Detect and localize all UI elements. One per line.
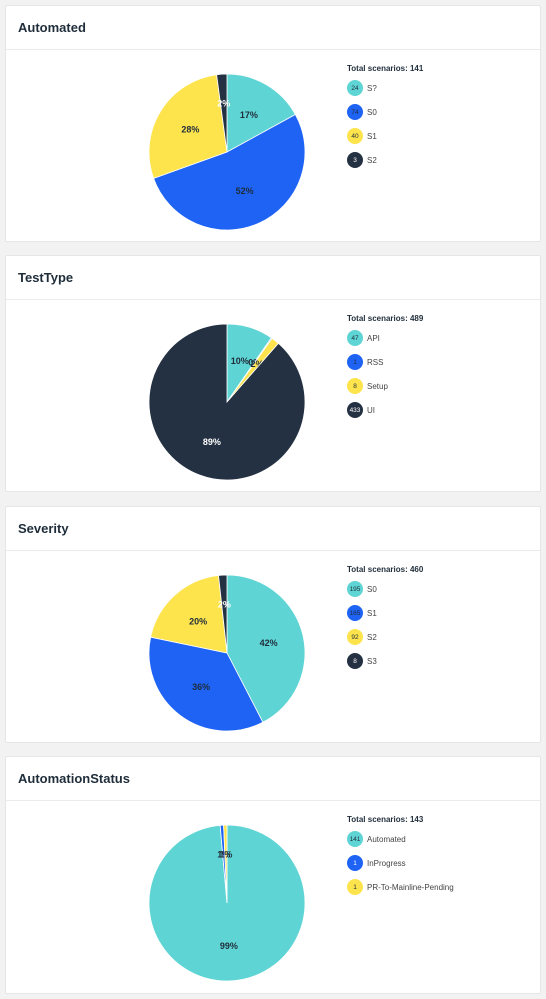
legend: Total scenarios: 141 24 S? 74 S0 40 S1 3… (347, 64, 423, 176)
legend-total: Total scenarios: 141 (347, 64, 424, 73)
chart-card-automationstatus: AutomationStatus 99% 1% 1% Total scenarios… (5, 756, 541, 994)
legend-label: S1 (367, 131, 377, 141)
legend-label: S2 (367, 155, 377, 165)
count-badge: 24 (347, 80, 363, 96)
slice-percent-label: 2% (217, 99, 230, 109)
pie-chart[interactable]: 10%0%2%89% (147, 322, 307, 482)
count-badge: 74 (347, 104, 363, 120)
legend-label: S0 (367, 584, 377, 594)
legend-item[interactable]: 141 Automated (347, 831, 454, 847)
count-badge: 141 (347, 831, 363, 847)
count-badge: 3 (347, 152, 363, 168)
card-header: Severity (6, 507, 540, 551)
pie-slice-s0[interactable] (226, 574, 306, 723)
legend-item[interactable]: 92 S2 (347, 629, 423, 645)
legend: Total scenarios: 460 195 S0 165 S1 92 S2… (347, 565, 423, 677)
legend-item[interactable]: 1 RSS (347, 354, 423, 370)
pie-slice-s1[interactable] (148, 636, 264, 732)
card-header: AutomationStatus (6, 757, 540, 801)
legend-label: S2 (367, 632, 377, 642)
legend-label: UI (367, 405, 375, 415)
chart-card-testtype: TestType 10%0%2%89% Total scenarios: 489… (5, 255, 541, 492)
legend-label: S1 (367, 608, 377, 618)
legend-item[interactable]: 74 S0 (347, 104, 423, 120)
card-title: Automated (18, 20, 86, 35)
legend-item[interactable]: 24 S? (347, 80, 423, 96)
slice-percent-label: 17% (240, 110, 258, 120)
legend-label: S? (367, 83, 377, 93)
card-title: Severity (18, 521, 69, 536)
count-badge: 8 (347, 653, 363, 669)
count-badge: 40 (347, 128, 363, 144)
pie-chart[interactable]: 17% 52% 28% 2% (147, 72, 307, 232)
legend-label: InProgress (367, 858, 406, 868)
count-badge: 433 (347, 402, 363, 418)
card-title: TestType (18, 270, 74, 285)
pie-slice-ui[interactable] (148, 323, 306, 481)
card-title: AutomationStatus (18, 771, 130, 786)
pie-slice-pr-to-mainline-pending[interactable] (223, 824, 228, 904)
legend: Total scenarios: 489 47 API 1 RSS 8 Setu… (347, 314, 423, 426)
count-badge: 8 (347, 378, 363, 394)
legend-item[interactable]: 1 InProgress (347, 855, 454, 871)
legend-item[interactable]: 1 PR-To-Mainline-Pending (347, 879, 454, 895)
legend-item[interactable]: 3 S2 (347, 152, 423, 168)
pie-slice-s0[interactable] (153, 113, 306, 231)
count-badge: 92 (347, 629, 363, 645)
legend-total: Total scenarios: 143 (347, 815, 424, 824)
legend-total: Total scenarios: 460 (347, 565, 424, 574)
pie-slice-s2[interactable] (216, 73, 228, 153)
card-header: Automated (6, 6, 540, 50)
legend-item[interactable]: 47 API (347, 330, 423, 346)
legend-label: S3 (367, 656, 377, 666)
slice-percent-label: 2% (250, 359, 263, 369)
pie-chart[interactable]: 99%1%1% (147, 823, 307, 983)
legend-item[interactable]: 165 S1 (347, 605, 423, 621)
pie-slice-s2[interactable] (150, 575, 228, 654)
legend-item[interactable]: 195 S0 (347, 581, 423, 597)
slice-percent-label: 28% (181, 125, 199, 135)
slice-percent-label: 42% (260, 638, 278, 648)
legend-item[interactable]: 8 S3 (347, 653, 423, 669)
count-badge: 195 (347, 581, 363, 597)
legend-label: RSS (367, 357, 384, 367)
legend-label: API (367, 333, 380, 343)
legend-label: S0 (367, 107, 377, 117)
pie-slice-s-[interactable] (226, 73, 296, 153)
chart-card-automated: Automated 17% 52% 28% 2% Total scenarios: 1… (5, 5, 541, 242)
slice-percent-label: 10% (231, 356, 249, 366)
slice-percent-label: 1% (219, 850, 232, 860)
legend-item[interactable]: 40 S1 (347, 128, 423, 144)
slice-percent-label: 99% (220, 941, 238, 951)
slice-percent-label: 20% (189, 616, 207, 626)
legend-item[interactable]: 433 UI (347, 402, 423, 418)
legend-total: Total scenarios: 489 (347, 314, 424, 323)
card-header: TestType (6, 256, 540, 300)
count-badge: 1 (347, 354, 363, 370)
count-badge: 1 (347, 879, 363, 895)
count-badge: 165 (347, 605, 363, 621)
pie-slice-s3[interactable] (218, 574, 228, 654)
slice-percent-label: 52% (236, 186, 254, 196)
pie-slice-s1[interactable] (148, 74, 228, 179)
count-badge: 1 (347, 855, 363, 871)
pie-chart[interactable]: 42% 36% 20% 2% (147, 573, 307, 733)
legend-label: PR-To-Mainline-Pending (367, 882, 454, 892)
count-badge: 47 (347, 330, 363, 346)
slice-percent-label: 2% (218, 600, 231, 610)
chart-card-severity: Severity 42% 36% 20% 2% Total scenarios: 46… (5, 506, 541, 743)
legend: Total scenarios: 143 141 Automated 1 InP… (347, 815, 454, 903)
slice-percent-label: 89% (203, 437, 221, 447)
legend-item[interactable]: 8 Setup (347, 378, 423, 394)
slice-percent-label: 36% (192, 682, 210, 692)
legend-label: Automated (367, 834, 406, 844)
slice-percent-label: 1% (217, 850, 230, 860)
legend-label: Setup (367, 381, 388, 391)
